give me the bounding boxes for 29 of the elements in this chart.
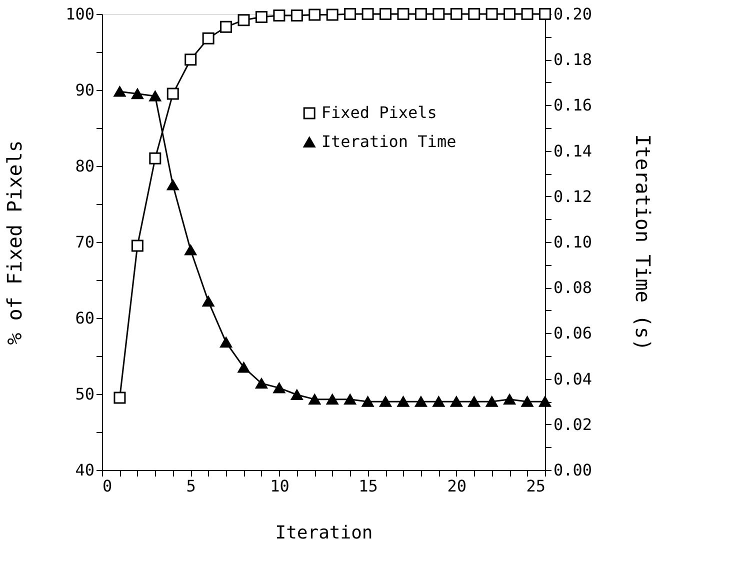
y-tick-label: 60 (75, 308, 94, 328)
legend-label: Fixed Pixels (321, 103, 437, 122)
y-tick-label: 70 (75, 232, 94, 252)
y2-tick-label: 0.04 (554, 369, 592, 388)
y2-tick-label: 0.06 (554, 324, 592, 343)
x-tick-label: 0 (102, 476, 112, 496)
y-tick-label: 100 (66, 4, 94, 24)
x-tick-label: 25 (526, 476, 546, 496)
x-tick-label: 15 (358, 476, 378, 496)
y-tick-label: 80 (75, 156, 94, 176)
y-tick-label: 50 (75, 384, 94, 404)
x-tick-label: 5 (186, 476, 196, 496)
y2-tick-label: 0.18 (554, 50, 592, 70)
y2-tick-label: 0.20 (554, 4, 592, 24)
y2-tick-label: 0.10 (554, 232, 592, 252)
y-axis-title: % of Fixed Pixels (2, 140, 27, 345)
y2-tick-label: 0.02 (554, 414, 592, 434)
x-axis-title: Iteration (275, 522, 373, 544)
y2-tick-label: 0.14 (554, 141, 592, 160)
y2-tick-label: 0.08 (554, 278, 592, 298)
y2-tick-label: 0.00 (554, 460, 592, 480)
y2-tick-label: 0.12 (554, 186, 592, 206)
y2-tick-label: 0.16 (554, 96, 592, 115)
x-tick-label: 10 (270, 476, 290, 496)
y-tick-label: 40 (75, 460, 94, 480)
x-tick-label: 20 (447, 476, 467, 496)
y2-axis-title: Iteration Time (s) (631, 134, 656, 351)
legend-label: Iteration Time (321, 132, 456, 152)
y-tick-label: 90 (75, 80, 94, 100)
